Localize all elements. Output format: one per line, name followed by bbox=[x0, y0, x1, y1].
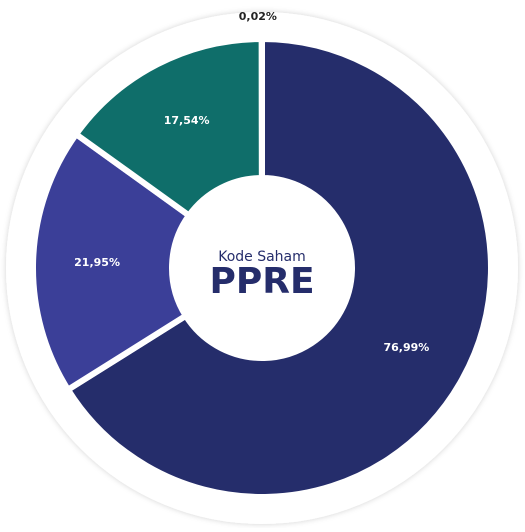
center-title: PPRE bbox=[209, 261, 314, 302]
value-label: 0,02% bbox=[239, 10, 277, 23]
value-label: 21,95% bbox=[74, 256, 120, 269]
value-label: 17,54% bbox=[164, 114, 210, 127]
value-label: 76,99% bbox=[383, 341, 429, 354]
